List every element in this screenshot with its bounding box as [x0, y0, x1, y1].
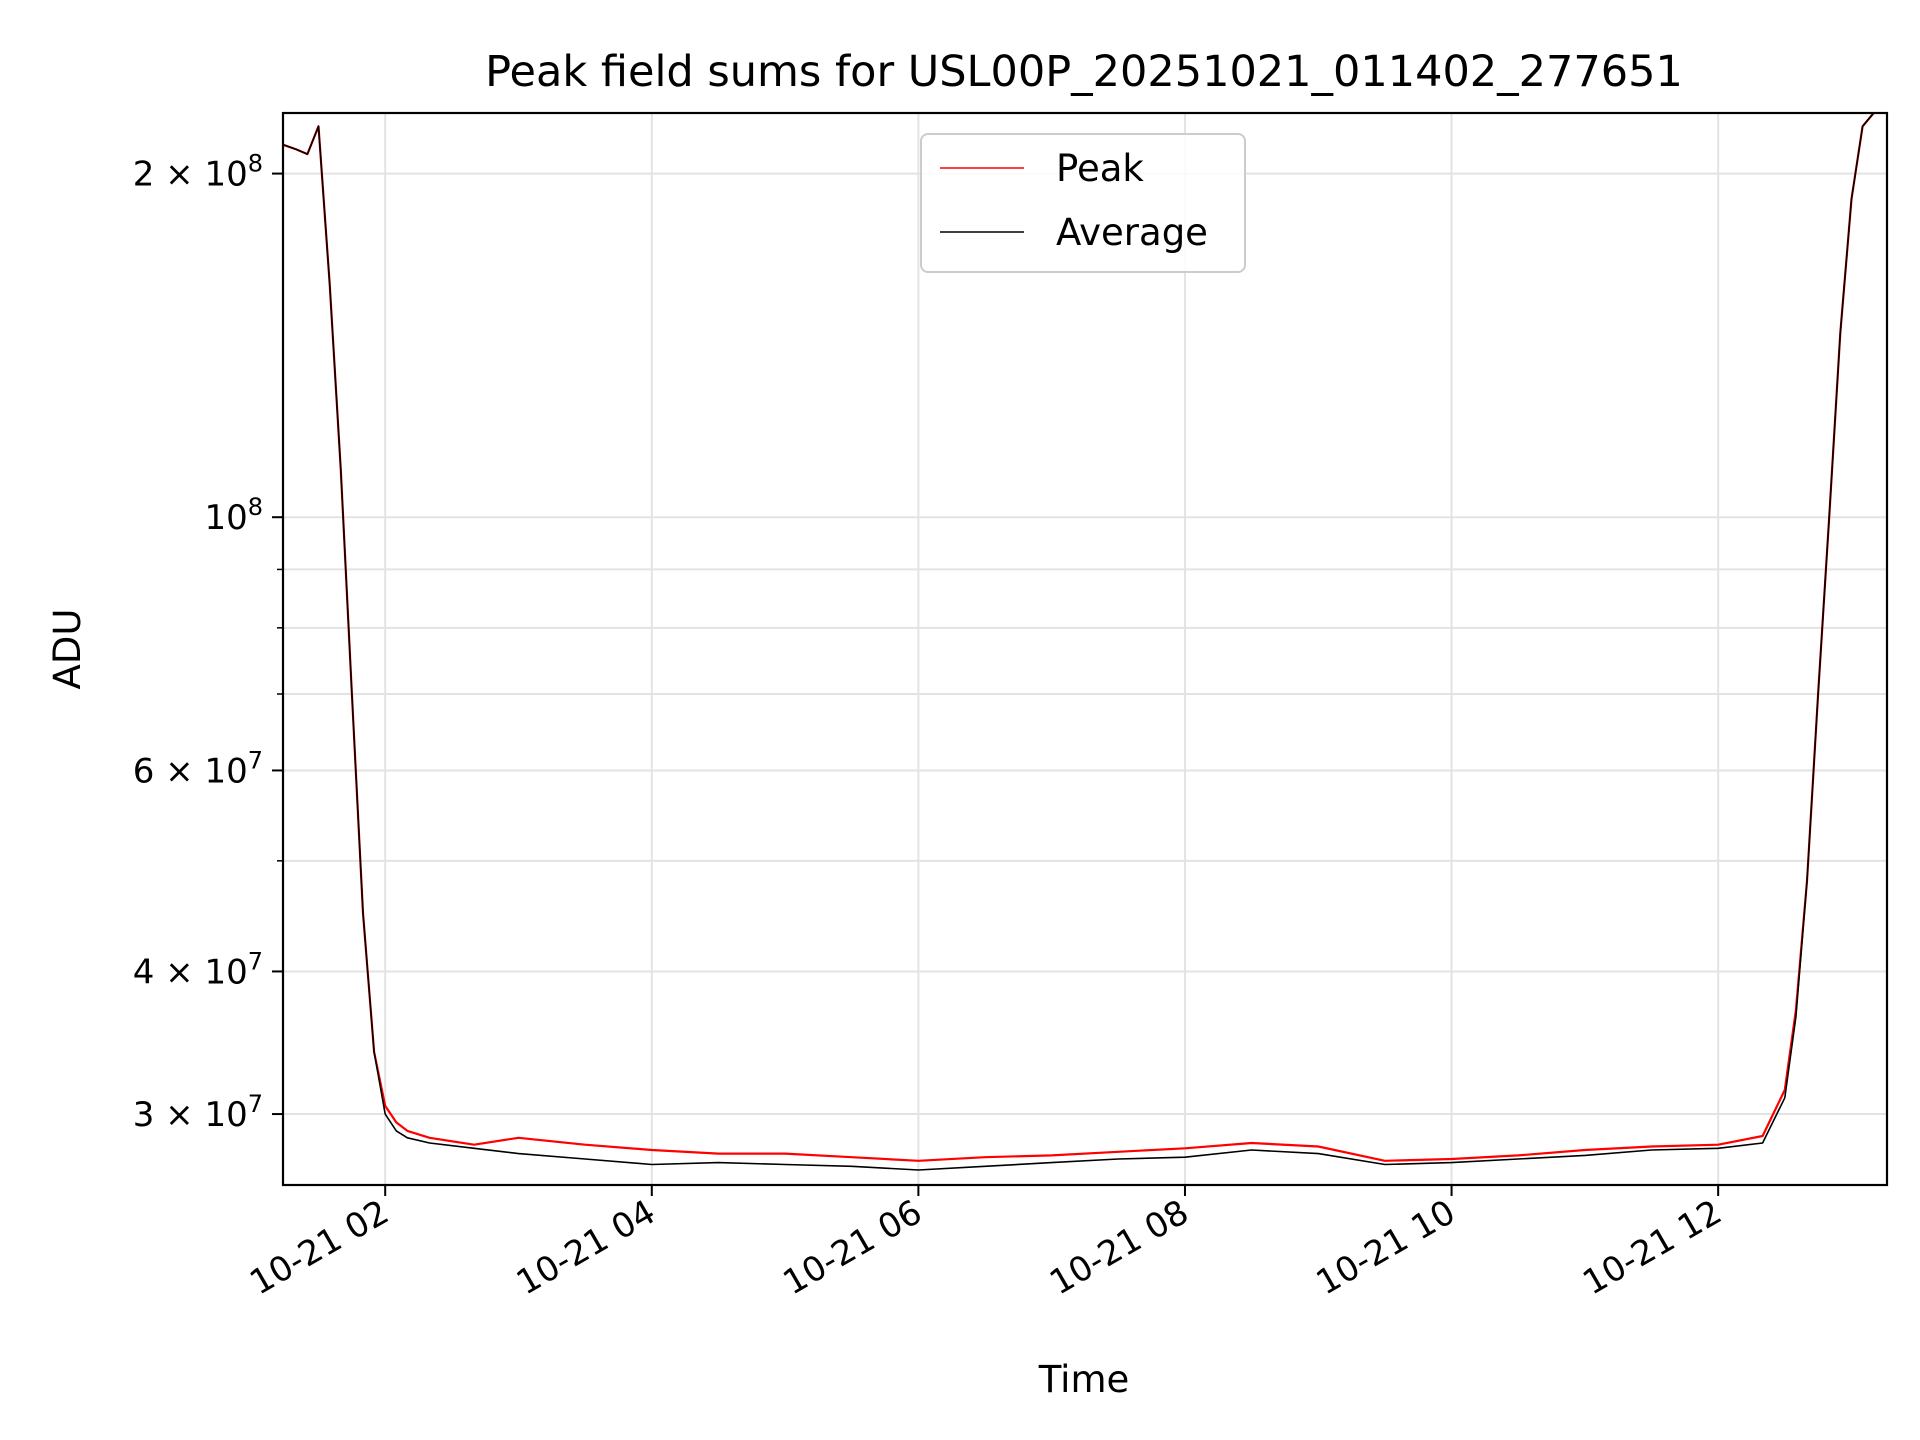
- y-tick-label: 2 × 108: [133, 150, 263, 195]
- y-tick-label: 3 × 107: [133, 1090, 263, 1135]
- y-axis-label: ADU: [46, 609, 89, 690]
- chart-title: Peak field sums for USL00P_20251021_0114…: [485, 47, 1683, 97]
- x-tick-label: 10-21 02: [243, 1192, 395, 1303]
- x-tick-label: 10-21 10: [1310, 1192, 1462, 1303]
- plot-frame: [281, 111, 1889, 1187]
- x-axis-label: Time: [1038, 1358, 1130, 1401]
- series-layer: [282, 112, 1875, 1171]
- y-tick-label: 108: [204, 493, 263, 538]
- legend: Peak Average: [920, 133, 1246, 273]
- y-tick-label: 4 × 107: [133, 947, 263, 992]
- y-axis-ticks: 2 × 108 108 6 × 107 4 × 107 3 × 107: [133, 150, 283, 1135]
- x-tick-label: 10-21 08: [1043, 1192, 1195, 1303]
- y-tick-label: 6 × 107: [133, 746, 263, 791]
- x-axis-ticks: 10-21 02 10-21 04 10-21 06 10-21 08 10-21 10…: [243, 1185, 1729, 1303]
- series-line-average: [282, 112, 1875, 1171]
- legend-label-average: Average: [1056, 211, 1208, 254]
- x-tick-label: 10-21 12: [1576, 1192, 1728, 1303]
- x-tick-label: 10-21 06: [776, 1192, 928, 1303]
- x-tick-label: 10-21 04: [510, 1192, 662, 1303]
- legend-label-peak: Peak: [1056, 147, 1144, 190]
- grid-lines: [283, 113, 1887, 1185]
